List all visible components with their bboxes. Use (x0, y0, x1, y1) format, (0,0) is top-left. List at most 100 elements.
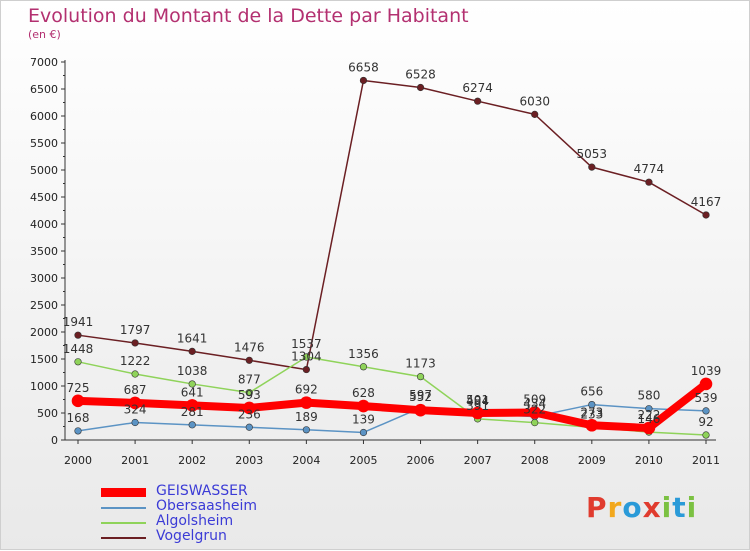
data-label: 725 (67, 381, 90, 395)
data-label: 484 (466, 394, 489, 408)
y-tick-label: 1000 (30, 380, 58, 393)
x-tick-label: 2002 (178, 454, 206, 467)
y-tick-label: 7000 (30, 56, 58, 69)
data-point (245, 423, 253, 431)
y-tick-label: 5500 (30, 137, 58, 150)
y-tick-label: 5000 (30, 164, 58, 177)
data-label: 1448 (63, 342, 94, 356)
x-tick-label: 2011 (692, 454, 720, 467)
data-label: 4774 (634, 162, 665, 176)
data-label: 687 (124, 383, 147, 397)
legend-label: Vogelgrun (156, 528, 227, 544)
data-point (302, 365, 310, 374)
data-label: 6658 (348, 60, 379, 74)
data-point (74, 331, 82, 339)
x-tick-label: 2006 (407, 454, 435, 467)
data-point (131, 339, 139, 347)
y-tick-label: 1500 (30, 353, 58, 366)
data-point (188, 347, 196, 355)
legend-swatch (101, 488, 146, 497)
data-point (357, 399, 370, 413)
data-point (74, 358, 82, 366)
x-tick-label: 2010 (635, 454, 663, 467)
chart-title: Evolution du Montant de la Dette par Hab… (28, 5, 469, 27)
data-label: 281 (181, 405, 204, 419)
data-point (188, 421, 196, 429)
x-tick-label: 2009 (578, 454, 606, 467)
logo-letter: i (661, 491, 673, 524)
data-point (645, 178, 653, 186)
y-tick-label: 500 (37, 407, 58, 420)
y-tick-label: 2000 (30, 326, 58, 339)
data-label: 434 (523, 397, 546, 411)
data-point (528, 406, 542, 419)
data-point (416, 373, 425, 381)
data-label: 168 (67, 411, 90, 425)
proxiti-logo: Proxiti (586, 491, 697, 524)
logo-letter: i (686, 491, 698, 524)
y-tick-label: 4500 (30, 191, 58, 204)
data-point (588, 400, 596, 409)
data-label: 593 (238, 388, 261, 402)
data-label: 236 (238, 407, 261, 421)
data-point (645, 405, 653, 413)
data-point (188, 380, 196, 388)
legend-label: GEISWASSER (156, 483, 248, 499)
data-label: 1222 (120, 354, 151, 368)
data-label: 656 (580, 385, 603, 399)
data-point (245, 356, 253, 364)
y-tick-label: 3000 (30, 272, 58, 285)
data-point (242, 401, 256, 415)
data-label: 1537 (291, 337, 322, 351)
data-label: 539 (695, 391, 718, 405)
data-point (128, 396, 142, 410)
data-label: 189 (295, 410, 318, 424)
series-line-vogelgrun (77, 79, 707, 371)
data-point (302, 353, 310, 361)
logo-letter: t (672, 491, 687, 524)
data-point (702, 407, 710, 415)
y-tick-label: 3500 (30, 245, 58, 258)
data-label: 5053 (577, 147, 608, 161)
x-tick-label: 2005 (349, 454, 377, 467)
series-line-obersaasheim (77, 403, 707, 434)
data-point (702, 211, 710, 219)
data-point (71, 394, 85, 408)
data-label: 1356 (348, 347, 379, 361)
data-point (642, 421, 656, 435)
data-label: 233 (580, 407, 603, 421)
data-point (699, 377, 713, 391)
data-point (474, 97, 482, 105)
data-point (471, 406, 484, 420)
data-label: 597 (409, 388, 432, 402)
data-label: 273 (580, 405, 603, 419)
logo-letter: r (607, 491, 623, 524)
data-point (131, 370, 139, 378)
data-label: 324 (124, 403, 147, 417)
data-point (185, 399, 199, 412)
data-label: 1641 (177, 331, 208, 345)
data-label: 580 (637, 389, 660, 403)
x-tick-label: 2003 (235, 454, 263, 467)
legend-swatch (101, 522, 146, 524)
data-label: 6528 (405, 67, 436, 81)
data-point (702, 431, 710, 439)
legend-label: Obersaasheim (156, 498, 258, 514)
data-point (131, 418, 139, 427)
data-point (300, 396, 313, 409)
data-label: 509 (523, 393, 546, 407)
logo-letter: x (642, 491, 662, 524)
y-tick-label: 4000 (30, 218, 58, 231)
data-label: 1039 (691, 364, 722, 378)
data-point (359, 363, 368, 371)
data-point (359, 76, 368, 85)
data-point (245, 389, 253, 397)
data-point (302, 426, 310, 434)
data-label: 1304 (291, 350, 322, 364)
data-point (588, 163, 596, 171)
data-label: 501 (466, 393, 489, 407)
x-tick-label: 2004 (292, 454, 320, 467)
y-tick-label: 6000 (30, 110, 58, 123)
data-point (585, 418, 599, 432)
